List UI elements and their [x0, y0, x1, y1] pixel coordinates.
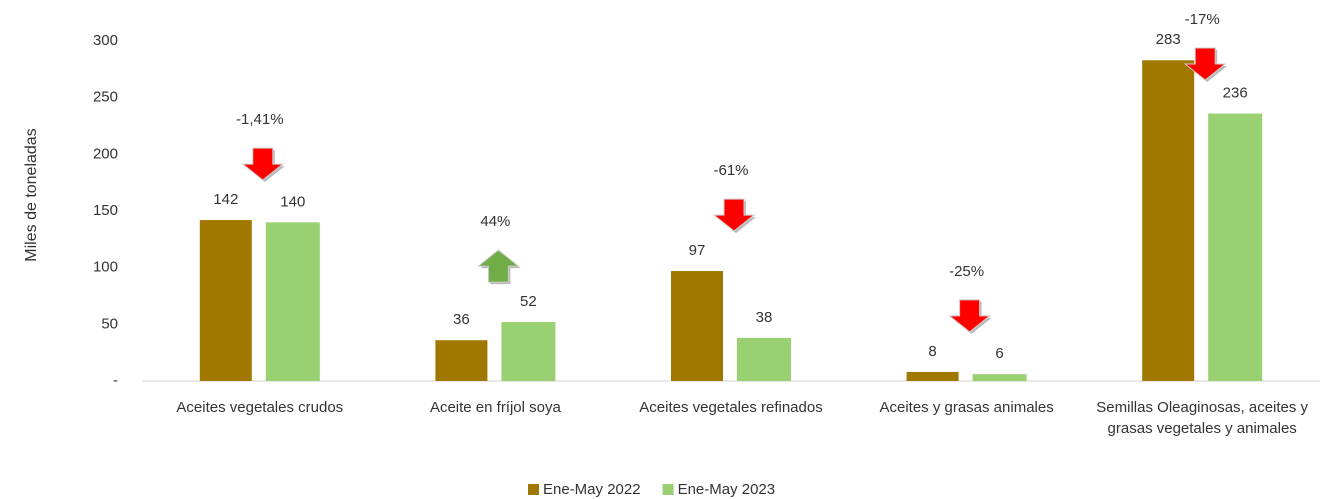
legend-label: Ene-May 2023 [678, 481, 776, 498]
y-tick-label: 100 [93, 259, 118, 276]
bar [972, 374, 1027, 381]
annotation: -61% [713, 162, 748, 179]
x-tick-label: Semillas Oleaginosas, aceites y grasas v… [1096, 399, 1309, 437]
annotation: -17% [1185, 11, 1220, 28]
bar [1208, 113, 1263, 382]
y-tick-label: 300 [93, 32, 118, 49]
bar [1142, 60, 1195, 382]
legend-label: Ene-May 2022 [543, 481, 641, 498]
bar [199, 220, 252, 381]
arrow [712, 198, 756, 232]
bar [435, 340, 488, 381]
arrow [241, 147, 285, 181]
value-label: 97 [689, 242, 706, 259]
bar [501, 322, 556, 381]
y-axis-label: Miles de toneladas [23, 128, 40, 261]
annotation: -1,41% [236, 111, 284, 128]
x-tick-label: Aceite en fríjol soya [429, 399, 561, 416]
annotation: -25% [949, 263, 984, 280]
value-label: 36 [453, 311, 470, 328]
bar [906, 371, 959, 381]
value-label: 283 [1156, 31, 1181, 48]
bar [737, 337, 791, 381]
value-label: 38 [756, 309, 773, 326]
y-tick-label: 150 [93, 202, 118, 219]
x-tick-label: Aceites vegetales refinados [639, 399, 823, 416]
bar [671, 271, 723, 381]
y-tick-label: 50 [101, 315, 118, 332]
annotation: 44% [480, 213, 510, 230]
arrow [476, 249, 520, 283]
value-label: 52 [520, 293, 537, 310]
value-label: 142 [213, 191, 238, 208]
y-tick-label: 250 [93, 89, 118, 106]
arrow [1183, 47, 1227, 81]
bar [265, 222, 320, 381]
y-tick-label: 200 [93, 145, 118, 162]
y-tick-label: - [113, 372, 118, 389]
x-tick-label: Aceites y grasas animales [879, 399, 1054, 416]
arrow [948, 299, 992, 333]
x-tick-label: Aceites vegetales crudos [176, 399, 344, 416]
value-label: 236 [1223, 85, 1248, 102]
value-label: 140 [280, 193, 305, 210]
value-label: 6 [995, 345, 1003, 362]
legend-swatch [662, 484, 674, 495]
value-label: 8 [928, 343, 936, 360]
legend-swatch [528, 484, 539, 495]
